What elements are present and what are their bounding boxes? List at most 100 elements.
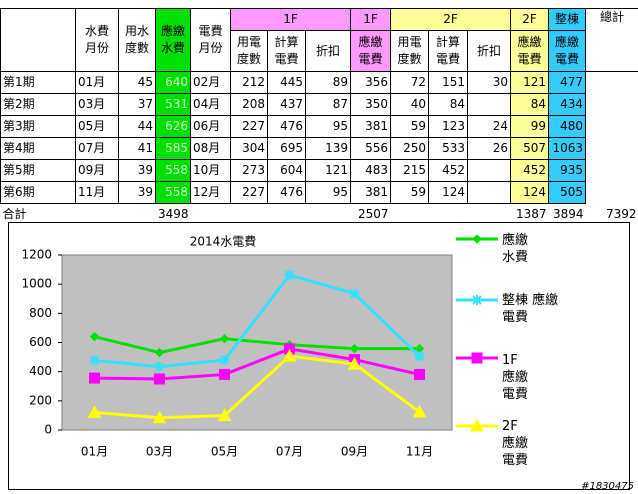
marker bbox=[349, 343, 360, 354]
chart: 2014水電費 0 200 400 600 800 1000 1200 01月 03月 05月 07… bbox=[8, 222, 630, 490]
marker bbox=[89, 331, 100, 342]
total-cell: 2507 bbox=[357, 207, 389, 221]
cell: 08月 bbox=[190, 137, 231, 160]
cell: 437 bbox=[267, 93, 306, 116]
cell: 531 bbox=[155, 93, 191, 116]
series-line bbox=[94, 273, 421, 369]
cell: 06月 bbox=[190, 115, 231, 138]
cell: 483 bbox=[350, 159, 391, 182]
cell: 507 bbox=[510, 137, 549, 160]
legend-marker bbox=[470, 418, 484, 432]
marker bbox=[154, 347, 165, 358]
header-cell: 2F bbox=[390, 8, 511, 31]
x-tick-label: 09月 bbox=[341, 445, 368, 459]
cell: 381 bbox=[350, 115, 391, 138]
cell: 第4期 bbox=[0, 137, 76, 160]
cell: 585 bbox=[155, 137, 191, 160]
cell bbox=[467, 93, 511, 116]
legend-label: 1F 應繳 電費 bbox=[502, 353, 529, 402]
data-table: 水費 月份 用水 度數 應繳 水費 電費 月份 1F 1F 2F 2F 整棟 總計 用電 度數 計算 … bbox=[0, 8, 638, 225]
cell: 40 bbox=[390, 93, 429, 116]
marker bbox=[347, 357, 362, 370]
header-cell: 應繳 電費 bbox=[350, 30, 391, 72]
cell: 第6期 bbox=[0, 181, 76, 204]
marker bbox=[154, 361, 165, 372]
cell: 556 bbox=[350, 137, 391, 160]
header-cell: 計算 電費 bbox=[267, 30, 306, 72]
cell: 123 bbox=[428, 115, 468, 138]
cell: 477 bbox=[548, 71, 586, 94]
cell: 151 bbox=[428, 71, 468, 94]
marker bbox=[219, 368, 230, 380]
cell: 452 bbox=[510, 159, 549, 182]
cell: 87 bbox=[305, 93, 351, 116]
cell: 72 bbox=[390, 71, 429, 94]
data-row: 第5期 09月 39 558 10月 273 604 121 483 215 452 452 935 bbox=[0, 159, 638, 182]
cell: 350 bbox=[350, 93, 391, 116]
marker bbox=[414, 368, 425, 380]
total-cell: 3498 bbox=[157, 207, 189, 221]
x-tick-label: 11月 bbox=[406, 445, 433, 459]
cell: 445 bbox=[267, 71, 306, 94]
x-tick-label: 03月 bbox=[146, 445, 173, 459]
y-tick-label: 600 bbox=[29, 335, 52, 349]
data-row: 第1期 01月 45 640 02月 212 445 89 356 72 151 30 121 477 bbox=[0, 71, 638, 94]
cell: 05月 bbox=[75, 115, 119, 138]
cell: 121 bbox=[305, 159, 351, 182]
header-cell: 水費 月份 bbox=[75, 8, 119, 72]
cell: 99 bbox=[510, 115, 549, 138]
cell: 1063 bbox=[548, 137, 586, 160]
cell: 124 bbox=[510, 181, 549, 204]
cell: 第2期 bbox=[0, 93, 76, 116]
y-tick-label: 800 bbox=[29, 306, 52, 320]
header-cell: 電費 月份 bbox=[190, 8, 231, 72]
cell: 第5期 bbox=[0, 159, 76, 182]
cell: 304 bbox=[230, 137, 268, 160]
marker bbox=[87, 405, 102, 418]
header-cell: 應繳 電費 bbox=[510, 30, 549, 72]
legend-marker bbox=[472, 234, 482, 244]
marker bbox=[349, 288, 360, 299]
header-row: 水費 月份 用水 度數 應繳 水費 電費 月份 1F 1F 2F 2F 整棟 總計 bbox=[0, 8, 638, 72]
cell: 273 bbox=[230, 159, 268, 182]
data-row: 第6期 11月 39 558 12月 227 476 95 381 59 124 124 505 bbox=[0, 181, 638, 204]
cell: 208 bbox=[230, 93, 268, 116]
cell: 250 bbox=[390, 137, 429, 160]
cell: 935 bbox=[548, 159, 586, 182]
cell: 30 bbox=[467, 71, 511, 94]
marker bbox=[154, 373, 165, 385]
totals-row: 合計 3498 2507 1387 3894 7392 bbox=[1, 204, 638, 226]
cell: 89 bbox=[305, 71, 351, 94]
chart-title: 2014水電費 bbox=[190, 234, 257, 249]
header-cell: 折扣 bbox=[305, 30, 351, 72]
cell: 476 bbox=[267, 115, 306, 138]
total-cell: 合計 bbox=[2, 207, 27, 221]
series-line bbox=[94, 354, 421, 420]
legend-label: 整棟 應繳 電費 bbox=[502, 293, 559, 325]
cell: 39 bbox=[118, 181, 156, 204]
cell: 558 bbox=[155, 159, 191, 182]
cell: 59 bbox=[390, 115, 429, 138]
cell: 37 bbox=[118, 93, 156, 116]
header-cell: 用電 度數 bbox=[390, 30, 429, 72]
legend-marker bbox=[472, 295, 482, 305]
cell: 139 bbox=[305, 137, 351, 160]
cell: 04月 bbox=[190, 93, 231, 116]
cell: 39 bbox=[118, 159, 156, 182]
cell: 09月 bbox=[75, 159, 119, 182]
cell: 26 bbox=[467, 137, 511, 160]
total-cell: 3894 bbox=[552, 207, 584, 221]
cell bbox=[467, 181, 511, 204]
data-row: 第3期 05月 44 626 06月 227 476 95 381 59 123 24 99 480 bbox=[0, 115, 638, 138]
cell: 604 bbox=[267, 159, 306, 182]
cell: 07月 bbox=[75, 137, 119, 160]
series-line bbox=[94, 347, 420, 381]
header-cell: 總計 bbox=[585, 8, 638, 72]
y-tick-label: 400 bbox=[29, 364, 52, 378]
cell: 24 bbox=[467, 115, 511, 138]
series-line bbox=[94, 335, 420, 355]
cell: 434 bbox=[548, 93, 586, 116]
header-cell: 用電 度數 bbox=[230, 30, 268, 72]
cell: 121 bbox=[510, 71, 549, 94]
cell: 12月 bbox=[190, 181, 231, 204]
